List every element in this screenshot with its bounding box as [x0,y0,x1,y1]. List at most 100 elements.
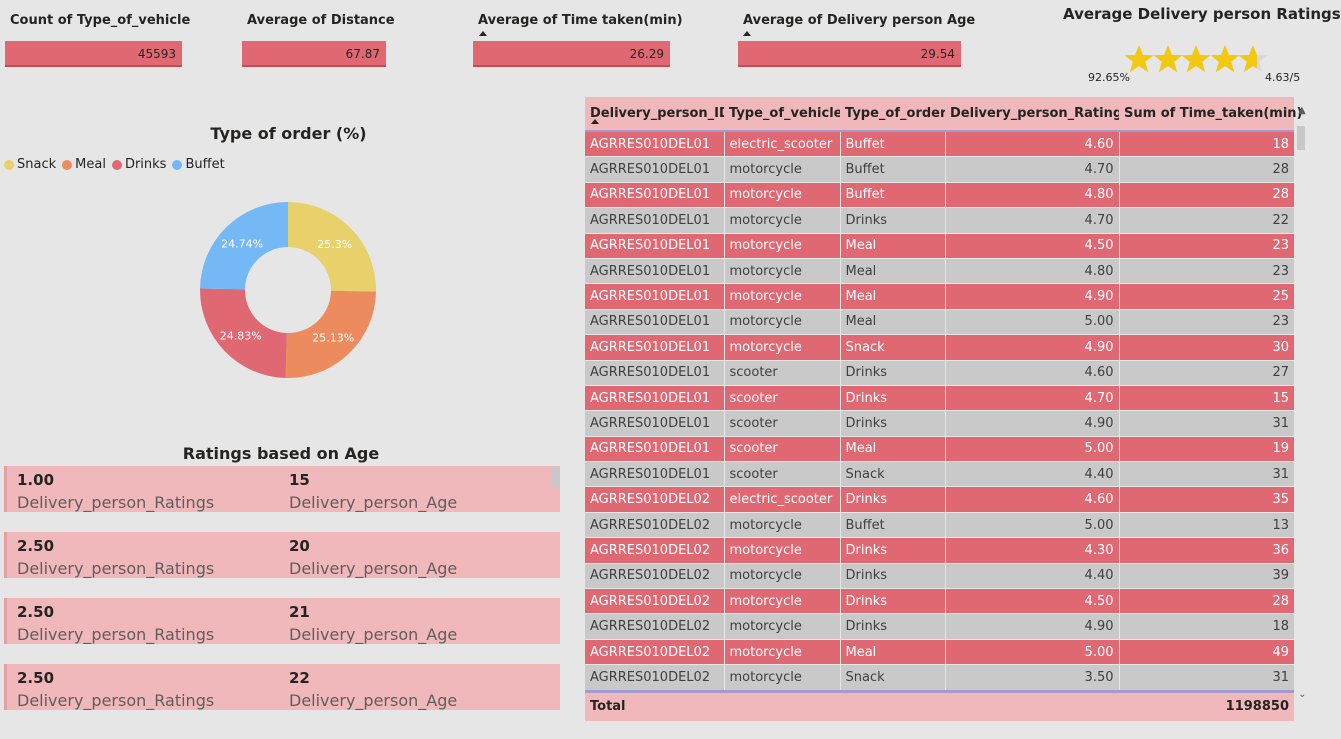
cell-person-id: AGRRES010DEL01 [585,283,724,310]
cell-vehicle: motorcycle [723,639,840,666]
table-row[interactable]: AGRRES010DEL02 motorcycle Buffet 5.00 13 [585,512,1294,539]
table-row[interactable]: AGRRES010DEL02 motorcycle Drinks 4.90 18 [585,613,1294,640]
donut-slice-buffet[interactable] [200,202,288,290]
legend-item-buffet[interactable]: Buffet [172,157,225,172]
table-header-row: Delivery_person_ID Type_of_vehicle Type_… [585,97,1302,132]
donut-slice-meal[interactable] [285,290,376,378]
cell-order: Drinks [839,385,945,412]
donut-data-label: 24.74% [221,237,263,250]
column-header-person-id[interactable]: Delivery_person_ID [585,97,730,132]
age-card[interactable]: 2.50 Delivery_person_Ratings 22 Delivery… [4,664,560,710]
table-row[interactable]: AGRRES010DEL01 scooter Drinks 4.70 15 [585,385,1294,412]
total-value: 1198850 [1119,689,1294,721]
table-row[interactable]: AGRRES010DEL01 scooter Drinks 4.60 27 [585,360,1294,386]
table-row[interactable]: AGRRES010DEL01 electric_scooter Buffet 4.60… [585,131,1294,158]
cell-order: Snack [839,461,945,488]
age-value: 21 [289,603,310,621]
cell-rating: 5.00 [944,436,1119,463]
chart-legend: Snack Meal Drinks Buffet [4,157,225,172]
age-card[interactable]: 1.00 Delivery_person_Ratings 15 Delivery… [4,466,560,512]
table-row[interactable]: AGRRES010DEL01 motorcycle Meal 4.50 23 [585,233,1294,259]
age-card[interactable]: 2.50 Delivery_person_Ratings 21 Delivery… [4,598,560,644]
table-row[interactable]: AGRRES010DEL01 motorcycle Drinks 4.70 22 [585,207,1294,234]
cell-rating: 5.00 [944,309,1119,336]
legend-item-drinks[interactable]: Drinks [111,157,167,172]
cell-vehicle: motorcycle [723,182,840,209]
cell-order: Drinks [839,563,945,590]
kpi-value: 29.54 [738,41,961,67]
table-row[interactable]: AGRRES010DEL01 motorcycle Buffet 4.80 28 [585,182,1294,209]
column-header-time[interactable]: Sum of Time_taken(min) [1119,97,1302,132]
scroll-up-icon[interactable]: ▲ [1298,105,1306,116]
kpi-title: Average of Delivery person Age [743,13,976,28]
scrollbar-thumb[interactable] [552,468,560,488]
table-row[interactable]: AGRRES010DEL01 scooter Meal 5.00 19 [585,436,1294,463]
rating-label: Delivery_person_Ratings [17,493,215,512]
cell-rating: 4.50 [944,588,1119,615]
cell-order: Meal [839,639,945,666]
table-row[interactable]: AGRRES010DEL01 motorcycle Meal 4.90 25 [585,283,1294,310]
rating-value: 2.50 [17,669,55,687]
table-row[interactable]: AGRRES010DEL01 scooter Snack 4.40 31 [585,461,1294,488]
sort-ascending-icon[interactable] [743,31,751,36]
cell-rating: 4.70 [944,207,1119,234]
rating-score: 4.63/5 [1265,71,1301,84]
table-row[interactable]: AGRRES010DEL02 motorcycle Drinks 4.40 39 [585,563,1294,590]
column-header-order[interactable]: Type_of_order [840,97,946,132]
age-card[interactable]: 2.50 Delivery_person_Ratings 20 Delivery… [4,532,560,578]
cell-vehicle: scooter [723,385,840,412]
cell-rating: 3.50 [944,664,1119,692]
table-row[interactable]: AGRRES010DEL01 motorcycle Meal 4.80 23 [585,258,1294,285]
cell-time: 19 [1118,436,1294,463]
cell-order: Snack [839,664,945,692]
table-row[interactable]: AGRRES010DEL02 motorcycle Meal 5.00 49 [585,639,1294,666]
cell-rating: 4.80 [944,258,1119,285]
sort-ascending-icon[interactable] [479,31,487,36]
table-row[interactable]: AGRRES010DEL02 motorcycle Drinks 4.30 36 [585,537,1294,564]
table-row[interactable]: AGRRES010DEL02 motorcycle Drinks 4.50 28 [585,588,1294,615]
cell-rating: 4.70 [944,385,1119,412]
sort-ascending-icon[interactable] [591,119,599,124]
cell-time: 49 [1118,639,1294,666]
cell-order: Snack [839,334,945,361]
legend-dot [62,159,73,170]
donut-chart[interactable]: 25.3% 25.13% 24.83% 24.74% [188,190,388,390]
column-header-vehicle[interactable]: Type_of_vehicle [724,97,843,132]
cell-order: Drinks [839,207,945,234]
legend-item-snack[interactable]: Snack [4,157,56,172]
cell-order: Drinks [839,410,945,437]
cell-rating: 4.70 [944,156,1119,183]
column-header-ratings[interactable]: Delivery_person_Ratings [945,97,1130,132]
cell-rating: 4.80 [944,182,1119,209]
legend-label: Drinks [124,157,167,172]
table-scrollbar-thumb[interactable] [1297,126,1305,150]
age-label: Delivery_person_Age [289,559,458,578]
cell-person-id: AGRRES010DEL01 [585,461,724,488]
cell-vehicle: motorcycle [723,664,840,692]
cell-vehicle: motorcycle [723,233,840,259]
age-cards-title: Ratings based on Age [182,444,380,463]
cell-rating: 4.40 [944,563,1119,590]
scroll-down-icon[interactable]: ⌄ [1298,689,1307,700]
donut-data-label: 25.13% [312,331,354,344]
cell-vehicle: scooter [723,461,840,488]
table-row[interactable]: AGRRES010DEL01 motorcycle Meal 5.00 23 [585,309,1294,336]
donut-slice-drinks[interactable] [200,288,287,378]
age-card-list[interactable]: 1.00 Delivery_person_Ratings 15 Delivery… [4,466,560,712]
table-row[interactable]: AGRRES010DEL02 electric_scooter Drinks 4.60… [585,486,1294,513]
cell-rating: 4.60 [944,131,1119,158]
cell-person-id: AGRRES010DEL02 [585,588,724,615]
kpi-value: 67.87 [242,41,386,67]
table-row[interactable]: AGRRES010DEL01 motorcycle Buffet 4.70 28 [585,156,1294,183]
table-row[interactable]: AGRRES010DEL01 motorcycle Snack 4.90 30 [585,334,1294,361]
cell-time: 31 [1118,664,1294,692]
star-icon [1238,44,1268,78]
legend-item-meal[interactable]: Meal [62,157,106,172]
table-row[interactable]: AGRRES010DEL02 motorcycle Snack 3.50 31 [585,664,1294,692]
rating-title: Average Delivery person Ratings [1063,5,1341,23]
table-row[interactable]: AGRRES010DEL01 scooter Drinks 4.90 31 [585,410,1294,437]
donut-slice-snack[interactable] [288,202,376,292]
cell-vehicle: motorcycle [723,283,840,310]
cell-person-id: AGRRES010DEL02 [585,486,724,513]
cell-vehicle: motorcycle [723,588,840,615]
